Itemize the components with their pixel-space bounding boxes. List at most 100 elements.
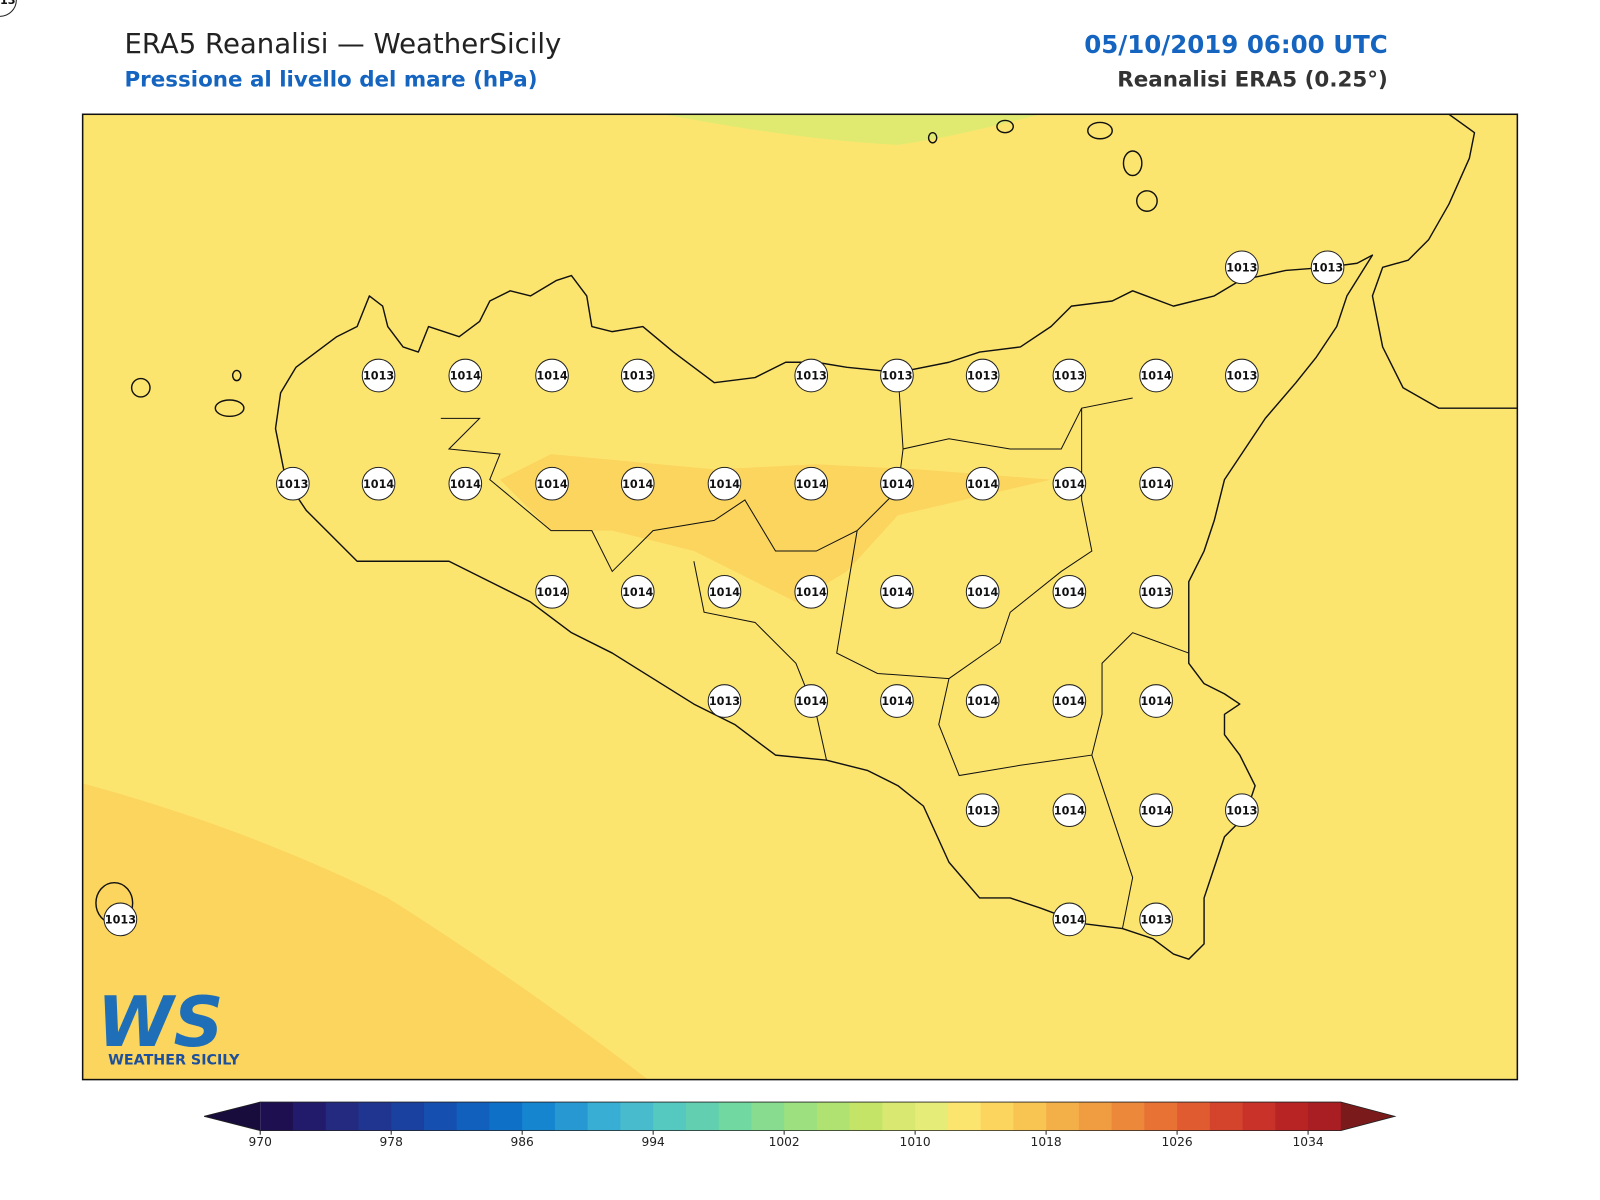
colorbar: 970 978 986 994 1002 1010 1018 1026 1034 — [203, 1101, 1397, 1149]
colorbar-tick-label: 970 — [249, 1135, 272, 1149]
station-marker — [880, 575, 914, 609]
colorbar-segment — [292, 1102, 327, 1131]
station-marker — [794, 684, 829, 718]
station-value: 1014 — [709, 478, 740, 491]
station-marker — [1225, 793, 1259, 828]
province-border — [693, 372, 1189, 929]
station-marker — [620, 466, 655, 501]
station-marker — [707, 575, 742, 609]
colorbar-segment — [489, 1102, 523, 1131]
colorbar-segment — [947, 1102, 982, 1131]
colorbar-segment — [456, 1102, 490, 1131]
station-marker — [103, 902, 138, 937]
station-value: 1014 — [796, 586, 827, 599]
colorbar-extend-min — [204, 1102, 261, 1131]
station-marker — [1052, 793, 1087, 828]
colorbar-tick-label: 978 — [380, 1135, 403, 1149]
station-value: 1013 — [967, 804, 998, 817]
station-value: 1013 — [1226, 261, 1257, 274]
stations: 1013 1013 1013 1014 1014 1013 1013 1013 1013 1013… — [0, 0, 1345, 937]
station-marker — [620, 358, 655, 393]
station-value: 1014 — [1054, 586, 1085, 599]
station-value: 1014 — [536, 586, 567, 599]
colorbar-segment — [391, 1102, 425, 1131]
station-marker — [1052, 575, 1087, 609]
field-high — [83, 783, 648, 1080]
source: Reanalisi ERA5 (0.25°) — [1117, 68, 1387, 93]
colorbar-segment — [620, 1102, 654, 1131]
station-value: 1013 — [622, 370, 653, 383]
colorbar-segment — [1046, 1102, 1080, 1131]
colorbar-segment — [1275, 1102, 1309, 1131]
station-value: 1013 — [363, 370, 394, 383]
station-marker — [448, 466, 483, 501]
station-marker — [707, 684, 742, 718]
station-value: 1014 — [450, 370, 481, 383]
station-value: 1013 — [881, 370, 912, 383]
station-marker — [1052, 684, 1087, 718]
station-marker — [1139, 793, 1173, 828]
map-frame — [81, 113, 1519, 1081]
station-value: 1014 — [881, 586, 912, 599]
station-marker — [535, 575, 569, 609]
map — [81, 113, 1519, 1081]
station-marker — [965, 793, 1000, 828]
coastline — [274, 254, 1374, 960]
station-value: 1014 — [1054, 478, 1085, 491]
station-marker — [1139, 466, 1173, 501]
colorbar-segment — [882, 1102, 916, 1131]
station-value: 1014 — [622, 478, 653, 491]
station-value: 1013 — [105, 913, 136, 926]
station-marker — [448, 358, 483, 393]
colorbar-segment — [358, 1102, 392, 1131]
station-marker — [1052, 902, 1087, 937]
colorbar-segment — [816, 1102, 851, 1131]
station-value: 1013 — [709, 695, 740, 708]
colorbar-segment — [1308, 1102, 1342, 1131]
date: 05/10/2019 06:00 UTC — [1084, 30, 1388, 59]
station-value: 1013 — [796, 370, 827, 383]
logo-mark: WS — [97, 983, 224, 1063]
station-marker — [707, 466, 742, 501]
colorbar-segment — [751, 1102, 785, 1131]
colorbar-segment — [1111, 1102, 1145, 1131]
colorbar-segment — [522, 1102, 556, 1131]
station-marker — [1225, 250, 1259, 285]
station-value: 1014 — [1141, 478, 1172, 491]
station-value: 1014 — [1054, 913, 1085, 926]
station-value: 1014 — [796, 478, 827, 491]
station-value: 1014 — [881, 695, 912, 708]
colorbar-segment — [554, 1102, 589, 1131]
station-value: 1014 — [1141, 804, 1172, 817]
station-value: 1013 — [0, 0, 16, 7]
colorbar-segment — [1209, 1102, 1244, 1131]
station-marker — [1310, 250, 1345, 285]
colorbar-tick-label: 986 — [510, 1135, 534, 1149]
colorbar-segment — [1242, 1102, 1276, 1131]
colorbar-tick-label: 1018 — [1031, 1135, 1062, 1149]
colorbar-segment — [423, 1102, 458, 1131]
colorbar-tick-label: 1034 — [1293, 1135, 1324, 1149]
station-value: 1014 — [967, 586, 998, 599]
colorbar-segment — [587, 1102, 621, 1131]
logo: WS WEATHER SICILY — [97, 983, 240, 1068]
station-marker — [965, 575, 1000, 609]
colorbar-outline — [203, 1101, 1397, 1132]
station-value: 1013 — [277, 478, 308, 491]
station-marker — [361, 466, 396, 501]
colorbar-segment — [718, 1102, 752, 1131]
station-value: 1014 — [622, 586, 653, 599]
station-marker — [1225, 358, 1259, 393]
colorbar-segment — [1078, 1102, 1113, 1131]
colorbar-segment — [653, 1102, 687, 1131]
station-value: 1013 — [1226, 804, 1257, 817]
station-marker — [1139, 902, 1173, 937]
station-marker — [361, 358, 396, 393]
colorbar-segment — [849, 1102, 883, 1131]
station-marker — [535, 466, 569, 501]
station-value: 1014 — [1141, 695, 1172, 708]
station-value: 1014 — [1141, 370, 1172, 383]
station-value: 1014 — [881, 478, 912, 491]
